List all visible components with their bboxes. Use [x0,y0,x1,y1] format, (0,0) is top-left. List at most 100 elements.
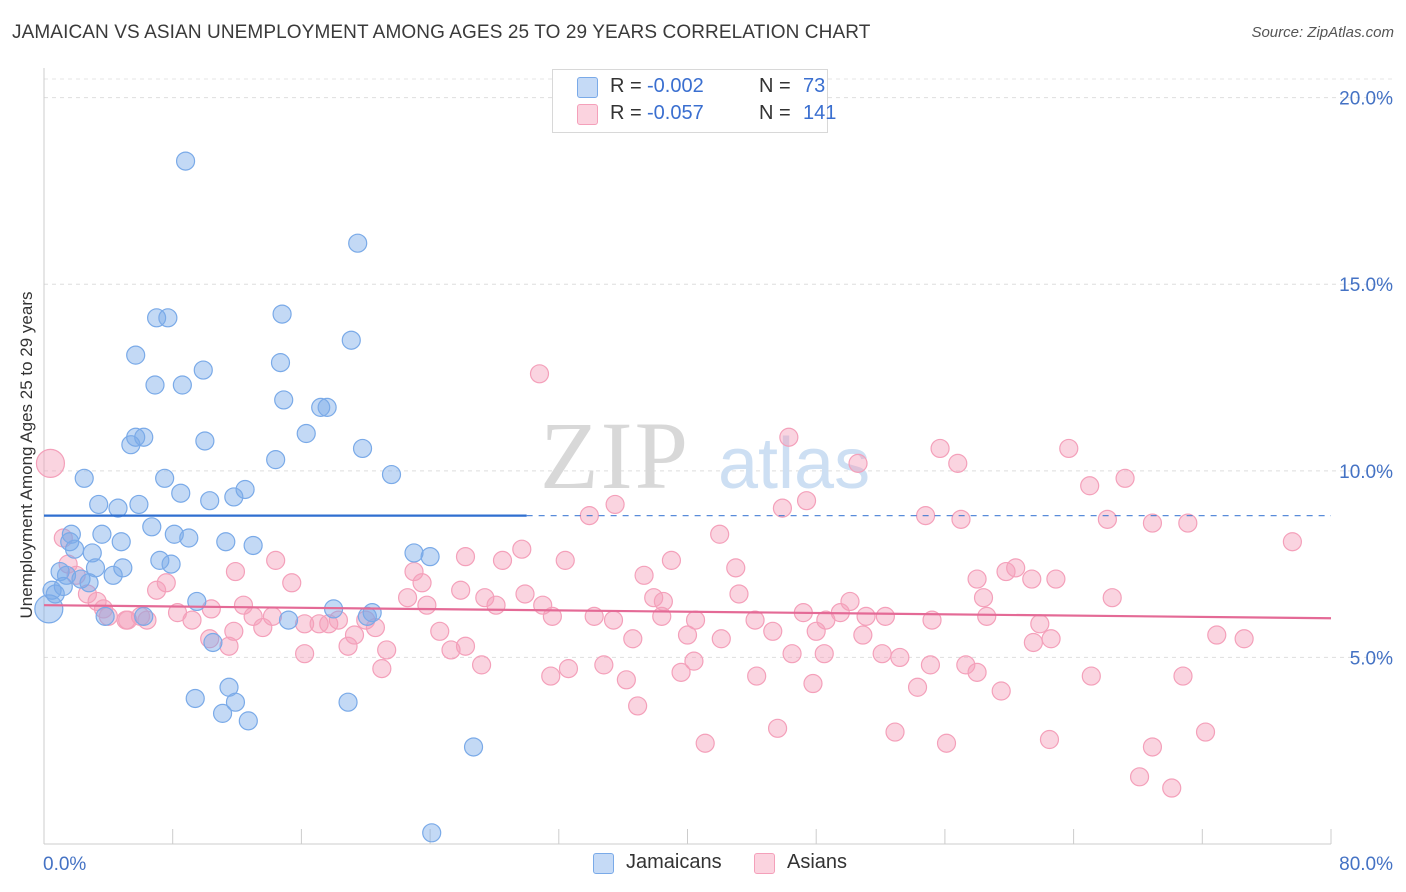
data-point[interactable] [352,438,373,459]
data-point[interactable] [872,644,892,664]
data-point[interactable] [1097,509,1117,529]
data-point[interactable] [455,636,476,656]
data-point[interactable] [137,610,157,630]
data-point[interactable] [182,610,202,630]
data-point[interactable] [1195,722,1216,742]
data-point[interactable] [179,528,199,548]
data-point[interactable] [61,524,81,544]
data-point[interactable] [951,509,971,529]
data-point[interactable] [1080,476,1100,496]
data-point[interactable] [34,594,64,624]
data-point[interactable] [219,636,239,656]
data-point[interactable] [319,614,339,634]
data-point[interactable] [475,588,495,608]
data-point[interactable] [161,554,181,574]
data-point[interactable] [936,733,957,753]
data-point[interactable] [907,677,928,697]
data-point[interactable] [1142,737,1163,757]
data-point[interactable] [1207,625,1227,645]
data-point[interactable] [948,453,968,473]
data-point[interactable] [463,737,484,757]
data-point[interactable] [977,606,997,626]
data-point[interactable] [1023,632,1043,653]
data-point[interactable] [451,580,471,600]
data-point[interactable] [175,151,196,171]
data-point[interactable] [270,353,291,373]
data-point[interactable] [1041,629,1061,649]
data-point[interactable] [684,651,704,671]
data-point[interactable] [1046,569,1066,589]
data-point[interactable] [1030,614,1050,634]
data-point[interactable] [594,655,614,675]
data-point[interactable] [412,573,432,593]
data-point[interactable] [991,681,1011,701]
data-point[interactable] [108,498,128,518]
data-point[interactable] [224,621,244,641]
data-point[interactable] [147,580,167,600]
data-point[interactable] [1022,569,1042,589]
data-point[interactable] [558,659,579,679]
data-point[interactable] [82,543,102,563]
data-point[interactable] [253,617,273,638]
data-point[interactable] [203,632,223,653]
data-point[interactable] [422,823,442,843]
data-point[interactable] [1102,588,1122,608]
data-point[interactable] [806,621,826,641]
data-point[interactable] [311,397,331,417]
data-point[interactable] [875,606,895,626]
data-point[interactable] [890,647,910,668]
data-point[interactable] [113,558,133,578]
data-point[interactable] [605,494,625,515]
data-point[interactable] [885,722,905,742]
data-point[interactable] [1006,558,1026,578]
data-point[interactable] [309,614,329,634]
data-point[interactable] [216,532,236,552]
data-point[interactable] [420,547,440,567]
data-point[interactable] [1039,729,1060,750]
data-point[interactable] [272,304,292,324]
data-point[interactable] [1081,666,1101,686]
data-point[interactable] [338,692,358,712]
data-point[interactable] [1178,513,1198,533]
data-point[interactable] [486,595,506,615]
data-point[interactable] [455,547,476,567]
data-point[interactable] [64,539,85,559]
data-point[interactable] [295,644,315,664]
data-point[interactable] [103,565,123,585]
data-point[interactable] [541,666,561,686]
data-point[interactable] [726,558,746,578]
data-point[interactable] [111,532,131,552]
data-point[interactable] [973,588,994,608]
data-point[interactable] [747,666,767,686]
data-point[interactable] [512,539,532,559]
data-point[interactable] [967,569,987,589]
data-point[interactable] [381,464,402,485]
data-point[interactable] [45,584,65,604]
data-point[interactable] [317,397,337,417]
data-point[interactable] [1129,767,1150,787]
data-point[interactable] [695,733,715,753]
data-point[interactable] [200,629,220,649]
data-point[interactable] [782,644,802,664]
data-point[interactable] [1282,532,1302,552]
data-point[interactable] [515,584,535,604]
data-point[interactable] [634,565,654,585]
data-point[interactable] [171,483,191,503]
data-point[interactable] [397,588,418,608]
data-point[interactable] [996,561,1016,582]
data-point[interactable] [121,435,141,455]
data-point[interactable] [745,610,765,630]
data-point[interactable] [796,491,817,511]
data-point[interactable] [1173,666,1193,686]
data-point[interactable] [848,453,868,473]
data-point[interactable] [1142,513,1163,533]
data-point[interactable] [404,543,424,563]
data-point[interactable] [95,606,115,626]
data-point[interactable] [243,535,263,556]
data-point[interactable] [710,524,730,544]
data-point[interactable] [967,662,987,682]
data-point[interactable] [956,655,976,675]
data-point[interactable] [156,573,176,593]
data-point[interactable] [803,673,823,694]
data-point[interactable] [212,703,233,723]
